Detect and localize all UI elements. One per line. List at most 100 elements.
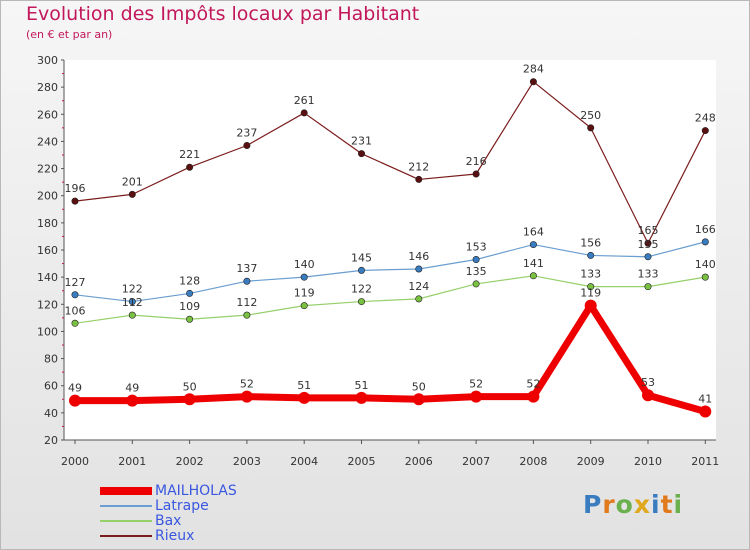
data-label: 201 bbox=[122, 175, 143, 188]
legend-swatch-rieux bbox=[100, 535, 152, 537]
y-tick-label: 240 bbox=[37, 135, 58, 148]
data-point bbox=[357, 266, 365, 274]
x-tick-label: 2008 bbox=[519, 455, 547, 468]
x-tick-label: 2005 bbox=[348, 455, 376, 468]
data-label: 122 bbox=[351, 283, 372, 296]
data-label: 231 bbox=[351, 135, 372, 148]
data-point bbox=[128, 190, 136, 198]
y-tick-label: 80 bbox=[44, 353, 58, 366]
data-label: 119 bbox=[294, 287, 315, 300]
data-label: 133 bbox=[580, 268, 601, 281]
data-point bbox=[701, 238, 709, 246]
data-point bbox=[357, 150, 365, 158]
data-point bbox=[642, 389, 654, 402]
data-point bbox=[415, 265, 423, 273]
data-point bbox=[529, 241, 537, 249]
x-tick-label: 2007 bbox=[462, 455, 490, 468]
data-label: 237 bbox=[236, 127, 257, 140]
logo-letter: x bbox=[633, 490, 651, 519]
y-tick-label: 100 bbox=[37, 325, 58, 338]
y-tick-label: 60 bbox=[44, 380, 58, 393]
data-label: 51 bbox=[355, 379, 369, 392]
data-label: 166 bbox=[695, 223, 716, 236]
data-point bbox=[472, 280, 480, 288]
data-point bbox=[240, 390, 253, 403]
data-point bbox=[584, 299, 597, 312]
data-point bbox=[300, 302, 308, 310]
data-point bbox=[71, 319, 79, 327]
data-label: 140 bbox=[695, 258, 716, 271]
data-point bbox=[126, 394, 139, 407]
logo-letter: o bbox=[615, 490, 634, 519]
data-label: 52 bbox=[526, 378, 540, 391]
data-label: 221 bbox=[179, 148, 200, 161]
data-label: 52 bbox=[240, 378, 254, 391]
x-tick-label: 2003 bbox=[233, 455, 261, 468]
data-label: 261 bbox=[294, 94, 315, 107]
data-label: 49 bbox=[125, 382, 139, 395]
data-point bbox=[470, 390, 483, 403]
data-point bbox=[128, 298, 136, 306]
data-label: 141 bbox=[523, 257, 544, 270]
x-tick-label: 2000 bbox=[61, 455, 89, 468]
data-point bbox=[186, 289, 194, 297]
data-label: 248 bbox=[695, 112, 716, 125]
data-point bbox=[243, 142, 251, 150]
y-tick-label: 260 bbox=[37, 108, 58, 121]
data-point bbox=[355, 391, 368, 404]
y-tick-label: 220 bbox=[37, 163, 58, 176]
data-label: 127 bbox=[65, 276, 86, 289]
series-line-latrape bbox=[74, 241, 706, 303]
data-label: 109 bbox=[179, 300, 200, 313]
data-label: 53 bbox=[641, 376, 655, 389]
data-label: 153 bbox=[466, 241, 487, 254]
data-label: 49 bbox=[68, 382, 82, 395]
data-point bbox=[300, 109, 308, 117]
data-point bbox=[529, 272, 537, 280]
x-tick-label: 2004 bbox=[290, 455, 318, 468]
y-tick-label: 20 bbox=[44, 434, 58, 447]
data-point bbox=[128, 311, 136, 319]
data-label: 112 bbox=[236, 296, 257, 309]
chart-title: Evolution des Impôts locaux par Habitant bbox=[26, 3, 420, 25]
data-label: 284 bbox=[523, 63, 544, 76]
data-point bbox=[701, 273, 709, 281]
legend-label-bax: Bax bbox=[155, 513, 182, 529]
x-tick-label: 2006 bbox=[405, 455, 433, 468]
data-point bbox=[186, 163, 194, 171]
data-point bbox=[529, 78, 537, 86]
y-tick-label: 280 bbox=[37, 81, 58, 94]
data-label: 212 bbox=[408, 160, 429, 173]
legend-label-mailholas: MAILHOLAS bbox=[155, 483, 237, 499]
data-point bbox=[243, 277, 251, 285]
data-label: 216 bbox=[466, 155, 487, 168]
x-tick-label: 2002 bbox=[176, 455, 204, 468]
data-point bbox=[357, 298, 365, 306]
data-label: 155 bbox=[638, 238, 659, 251]
data-point bbox=[644, 253, 652, 261]
data-label: 128 bbox=[179, 274, 200, 287]
chart-subtitle: (en € et par an) bbox=[26, 28, 113, 41]
data-label: 140 bbox=[294, 258, 315, 271]
data-point bbox=[300, 273, 308, 281]
legend-swatch-bax bbox=[100, 520, 152, 522]
data-point bbox=[412, 393, 425, 406]
y-tick-label: 120 bbox=[37, 298, 58, 311]
data-point bbox=[587, 251, 595, 259]
data-label: 135 bbox=[466, 265, 487, 278]
data-label: 156 bbox=[580, 236, 601, 249]
y-tick-label: 140 bbox=[37, 271, 58, 284]
data-label: 119 bbox=[580, 287, 601, 300]
data-point bbox=[415, 295, 423, 303]
data-label: 51 bbox=[297, 379, 311, 392]
data-label: 52 bbox=[469, 378, 483, 391]
data-point bbox=[69, 394, 81, 407]
data-point bbox=[243, 311, 251, 319]
data-point bbox=[587, 124, 595, 132]
x-tick-label: 2010 bbox=[634, 455, 662, 468]
data-label: 165 bbox=[638, 224, 659, 237]
logo-letter: P bbox=[583, 490, 603, 519]
proxiti-logo: Proxiti bbox=[583, 490, 683, 519]
series-line-rieux bbox=[74, 81, 706, 244]
